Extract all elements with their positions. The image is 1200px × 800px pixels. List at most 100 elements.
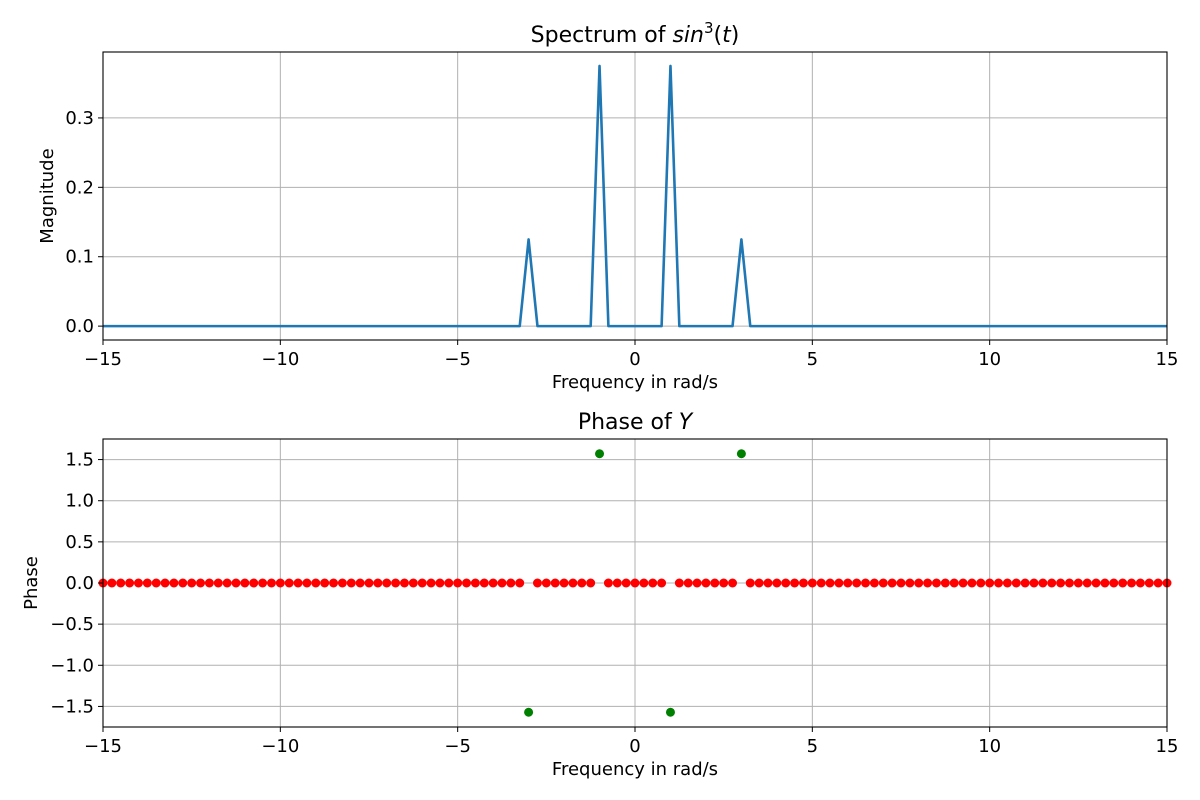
phase-point-zero xyxy=(169,578,179,588)
phase-x-axis-label: Frequency in rad/s xyxy=(552,759,718,780)
phase-point-zero xyxy=(861,578,871,588)
phase-point-zero xyxy=(408,578,418,588)
magnitude-grid xyxy=(102,52,1168,340)
phase-point-zero xyxy=(985,578,995,588)
phase-point-zero xyxy=(187,578,197,588)
phase-point-zero xyxy=(532,578,542,588)
phase-point-zero xyxy=(949,578,959,588)
phase-point-zero xyxy=(497,578,507,588)
phase-point-zero xyxy=(719,578,729,588)
phase-point-zero xyxy=(1073,578,1083,588)
phase-point-zero xyxy=(790,578,800,588)
magnitude-x-tick-label: −5 xyxy=(444,349,471,370)
phase-point-nonzero xyxy=(665,707,675,717)
magnitude-title-sup: 3 xyxy=(704,19,714,37)
phase-point-zero xyxy=(692,578,702,588)
phase-point-zero xyxy=(923,578,933,588)
phase-point-zero xyxy=(133,578,143,588)
phase-title-math: Y xyxy=(679,410,694,435)
phase-point-zero xyxy=(151,578,161,588)
magnitude-title-prefix: Spectrum of xyxy=(531,23,673,48)
magnitude-title: Spectrum of sin3(t) xyxy=(531,19,740,48)
magnitude-x-tick-label: 5 xyxy=(807,349,818,370)
phase-ticks: −15 −10 −5 0 5 10 15 −1.5 −1.0 −0.5 0.0 0.5 1.0 1.5 xyxy=(50,450,1178,757)
phase-point-zero xyxy=(1056,578,1066,588)
phase-x-tick-label: −15 xyxy=(84,736,122,757)
phase-point-zero xyxy=(683,578,693,588)
phase-point-zero xyxy=(772,578,782,588)
phase-point-zero xyxy=(462,578,472,588)
phase-point-zero xyxy=(887,578,897,588)
phase-point-zero xyxy=(967,578,977,588)
phase-plot: −15 −10 −5 0 5 10 15 −1.5 −1.0 −0.5 0.0 0.5 1.0 1.5 P… xyxy=(21,410,1178,780)
phase-point-zero xyxy=(754,578,764,588)
phase-point-zero xyxy=(878,578,888,588)
phase-point-zero xyxy=(178,578,188,588)
phase-point-zero xyxy=(1002,578,1012,588)
phase-point-zero xyxy=(701,578,711,588)
phase-point-zero xyxy=(382,578,392,588)
phase-x-tick-label: 10 xyxy=(978,736,1001,757)
phase-point-zero xyxy=(869,578,879,588)
phase-title: Phase of Y xyxy=(578,410,694,435)
phase-point-zero xyxy=(763,578,773,588)
phase-point-zero xyxy=(391,578,401,588)
phase-point-zero xyxy=(1011,578,1021,588)
phase-point-zero xyxy=(373,578,383,588)
phase-point-zero xyxy=(807,578,817,588)
phase-point-zero xyxy=(258,578,268,588)
phase-point-zero xyxy=(559,578,569,588)
phase-point-zero xyxy=(1082,578,1092,588)
phase-point-zero xyxy=(213,578,223,588)
magnitude-y-tick-label: 0.1 xyxy=(65,247,94,268)
phase-point-zero xyxy=(541,578,551,588)
phase-point-zero xyxy=(329,578,339,588)
phase-point-zero xyxy=(417,578,427,588)
phase-point-zero xyxy=(196,578,206,588)
phase-title-prefix: Phase of xyxy=(578,410,679,435)
phase-point-zero xyxy=(1064,578,1074,588)
phase-x-tick-label: 5 xyxy=(807,736,818,757)
phase-point-zero xyxy=(639,578,649,588)
magnitude-y-tick-label: 0.3 xyxy=(65,108,94,129)
phase-point-zero xyxy=(577,578,587,588)
phase-point-zero xyxy=(142,578,152,588)
phase-point-zero xyxy=(116,578,126,588)
magnitude-data xyxy=(103,64,1167,328)
magnitude-x-axis-label: Frequency in rad/s xyxy=(552,372,718,393)
phase-point-zero xyxy=(160,578,170,588)
magnitude-title-math: sin xyxy=(672,23,704,48)
phase-point-nonzero xyxy=(595,449,605,459)
magnitude-series-line xyxy=(103,64,1167,328)
phase-point-zero xyxy=(302,578,312,588)
phase-point-zero xyxy=(231,578,241,588)
phase-y-tick-label: 1.5 xyxy=(65,450,94,471)
magnitude-x-tick-label: 15 xyxy=(1156,349,1179,370)
phase-point-zero xyxy=(648,578,658,588)
phase-point-zero xyxy=(435,578,445,588)
phase-point-zero xyxy=(470,578,480,588)
phase-point-zero xyxy=(834,578,844,588)
phase-point-zero xyxy=(284,578,294,588)
phase-point-zero xyxy=(204,578,214,588)
magnitude-title-var: t xyxy=(722,23,732,48)
phase-point-zero xyxy=(444,578,454,588)
phase-point-zero xyxy=(275,578,285,588)
phase-point-zero xyxy=(506,578,516,588)
phase-point-zero xyxy=(1118,578,1128,588)
phase-point-zero xyxy=(488,578,498,588)
phase-point-zero xyxy=(1091,578,1101,588)
phase-point-zero xyxy=(399,578,409,588)
phase-y-tick-label: −0.5 xyxy=(50,614,94,635)
phase-point-zero xyxy=(914,578,924,588)
phase-point-zero xyxy=(1038,578,1048,588)
phase-point-zero xyxy=(222,578,232,588)
phase-x-tick-label: −5 xyxy=(444,736,471,757)
phase-point-zero xyxy=(603,578,613,588)
phase-point-zero xyxy=(612,578,622,588)
magnitude-x-tick-label: 10 xyxy=(978,349,1001,370)
phase-point-zero xyxy=(125,578,135,588)
magnitude-y-axis-label: Magnitude xyxy=(37,148,58,243)
phase-point-zero xyxy=(1029,578,1039,588)
